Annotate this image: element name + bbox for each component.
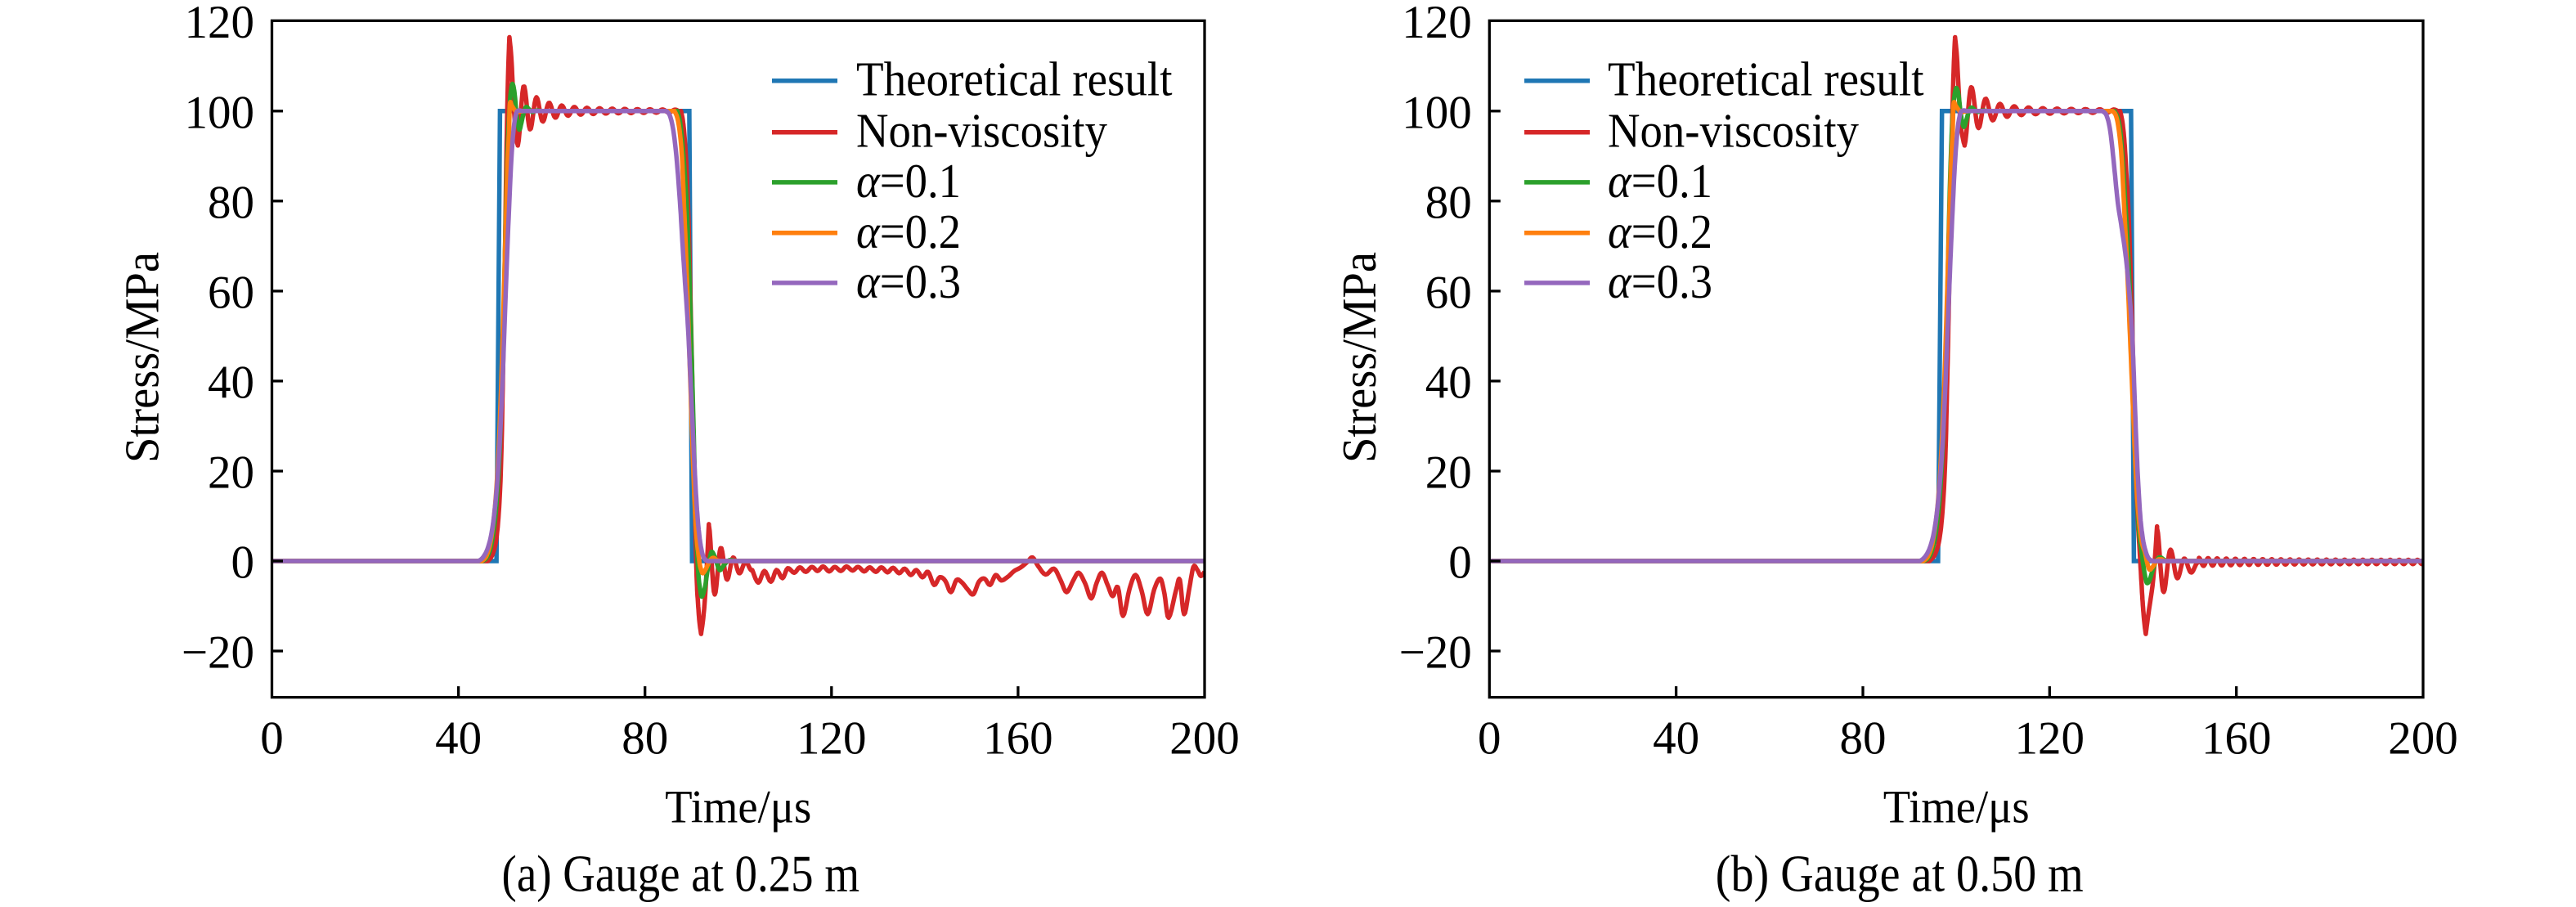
svg-text:α=0.1: α=0.1 (1608, 154, 1712, 208)
svg-text:120: 120 (185, 0, 255, 48)
svg-text:40: 40 (1653, 713, 1699, 765)
svg-text:Non-viscosity: Non-viscosity (856, 104, 1107, 158)
svg-text:α=0.2: α=0.2 (856, 204, 961, 258)
svg-text:Stress/MPa: Stress/MPa (115, 252, 169, 463)
svg-text:Theoretical result: Theoretical result (856, 52, 1173, 106)
svg-text:80: 80 (1840, 713, 1887, 765)
svg-text:40: 40 (1425, 357, 1472, 408)
svg-text:160: 160 (2201, 713, 2272, 765)
svg-text:0: 0 (1448, 537, 1472, 589)
svg-text:α=0.1: α=0.1 (856, 154, 961, 208)
svg-text:40: 40 (435, 713, 482, 765)
svg-text:Theoretical result: Theoretical result (1608, 52, 1924, 106)
svg-text:120: 120 (1402, 0, 1472, 48)
svg-text:(a) Gauge at 0.25 m: (a) Gauge at 0.25 m (502, 845, 860, 903)
svg-text:20: 20 (1425, 447, 1472, 499)
svg-text:20: 20 (208, 447, 254, 499)
svg-text:0: 0 (231, 537, 255, 589)
svg-text:−20: −20 (182, 627, 254, 679)
svg-text:α=0.3: α=0.3 (1608, 254, 1712, 308)
svg-text:60: 60 (208, 267, 254, 318)
svg-text:200: 200 (1169, 713, 1240, 765)
svg-text:80: 80 (622, 713, 668, 765)
svg-text:60: 60 (1425, 267, 1472, 318)
svg-text:120: 120 (2015, 713, 2085, 765)
svg-text:80: 80 (208, 177, 254, 228)
svg-text:Time/μs: Time/μs (665, 782, 811, 833)
svg-text:200: 200 (2388, 713, 2458, 765)
svg-text:Time/μs: Time/μs (1883, 782, 2030, 833)
svg-text:0: 0 (1478, 713, 1501, 765)
svg-text:80: 80 (1425, 177, 1472, 228)
svg-text:100: 100 (1402, 87, 1472, 138)
svg-text:α=0.3: α=0.3 (856, 254, 961, 308)
svg-text:α=0.2: α=0.2 (1608, 204, 1712, 258)
svg-text:(b) Gauge at 0.50 m: (b) Gauge at 0.50 m (1716, 845, 2084, 903)
svg-text:0: 0 (260, 713, 284, 765)
svg-text:120: 120 (797, 713, 867, 765)
svg-text:40: 40 (208, 357, 254, 408)
svg-text:−20: −20 (1399, 627, 1472, 679)
svg-text:100: 100 (185, 87, 255, 138)
svg-text:Non-viscosity: Non-viscosity (1608, 104, 1859, 158)
svg-text:160: 160 (983, 713, 1053, 765)
svg-text:Stress/MPa: Stress/MPa (1332, 252, 1386, 463)
